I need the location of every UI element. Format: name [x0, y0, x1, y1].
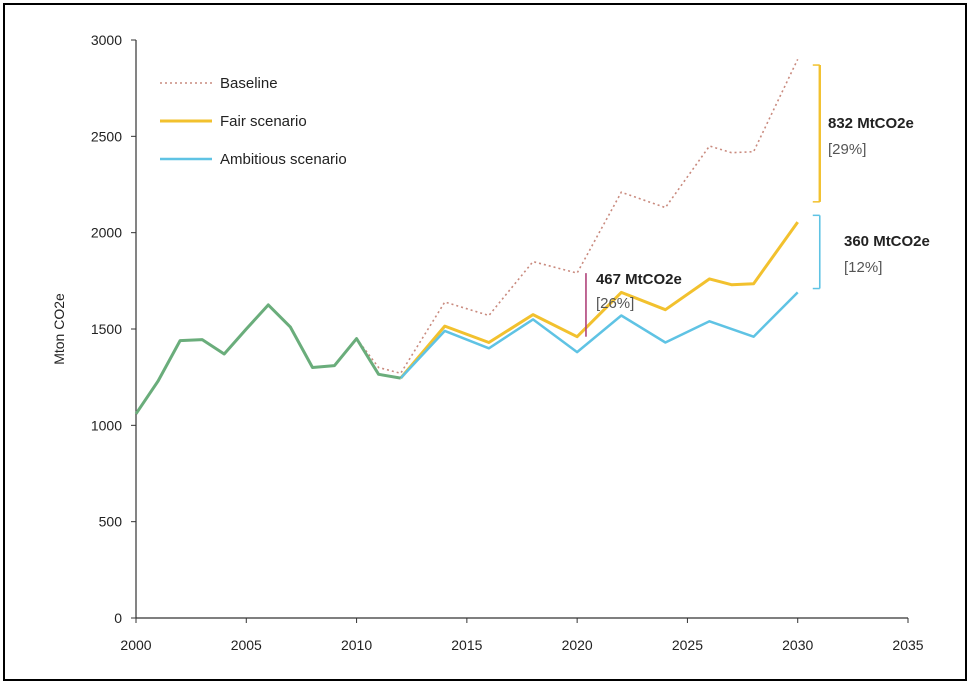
y-tick-label: 2000	[91, 225, 122, 241]
y-tick-label: 1000	[91, 417, 122, 433]
legend-label-2: Ambitious scenario	[220, 151, 347, 168]
y-tick-label: 500	[99, 514, 123, 530]
x-tick-label: 2015	[451, 637, 482, 653]
legend-label-1: Fair scenario	[220, 113, 307, 130]
annotation-pct-ambitious-gap: [12%]	[844, 259, 882, 276]
annotation-label-ambitious-gap: 360 MtCO2e	[844, 233, 930, 250]
chart-axes: 0 500 1000 1500 2000 2500 3000 2000 2005 2010 2015…	[51, 32, 924, 653]
series-line-ambitious	[399, 291, 799, 379]
x-tick-label: 2010	[341, 637, 372, 653]
legend: Baseline Fair scenario Ambitious scenario	[160, 75, 347, 168]
x-tick-label: 2000	[120, 637, 151, 653]
series-layer	[134, 58, 799, 415]
annotation-label-2020: 467 MtCO2e	[596, 271, 682, 288]
x-tick-label: 2025	[672, 637, 703, 653]
y-tick-label: 0	[114, 610, 122, 626]
y-tick-label: 2500	[91, 128, 122, 144]
x-tick-label: 2005	[231, 637, 262, 653]
series-line-historical	[134, 303, 401, 415]
annotation-pct-2020: [26%]	[596, 295, 634, 312]
series-line-fair	[399, 221, 799, 380]
series-line-baseline	[355, 58, 799, 375]
x-tick-label: 2035	[892, 637, 923, 653]
x-tick-label: 2030	[782, 637, 813, 653]
legend-label-0: Baseline	[220, 75, 278, 92]
annotation-layer: 467 MtCO2e [26%] 832 MtCO2e [29%] 360 MtCO2e…	[585, 64, 930, 337]
y-tick-label: 3000	[91, 32, 122, 48]
annotation-pct-fair-gap: [29%]	[828, 141, 866, 158]
x-tick-label: 2020	[562, 637, 593, 653]
y-axis-title: Mton CO2e	[51, 293, 67, 365]
y-tick-label: 1500	[91, 321, 122, 337]
annotation-label-fair-gap: 832 MtCO2e	[828, 115, 914, 132]
